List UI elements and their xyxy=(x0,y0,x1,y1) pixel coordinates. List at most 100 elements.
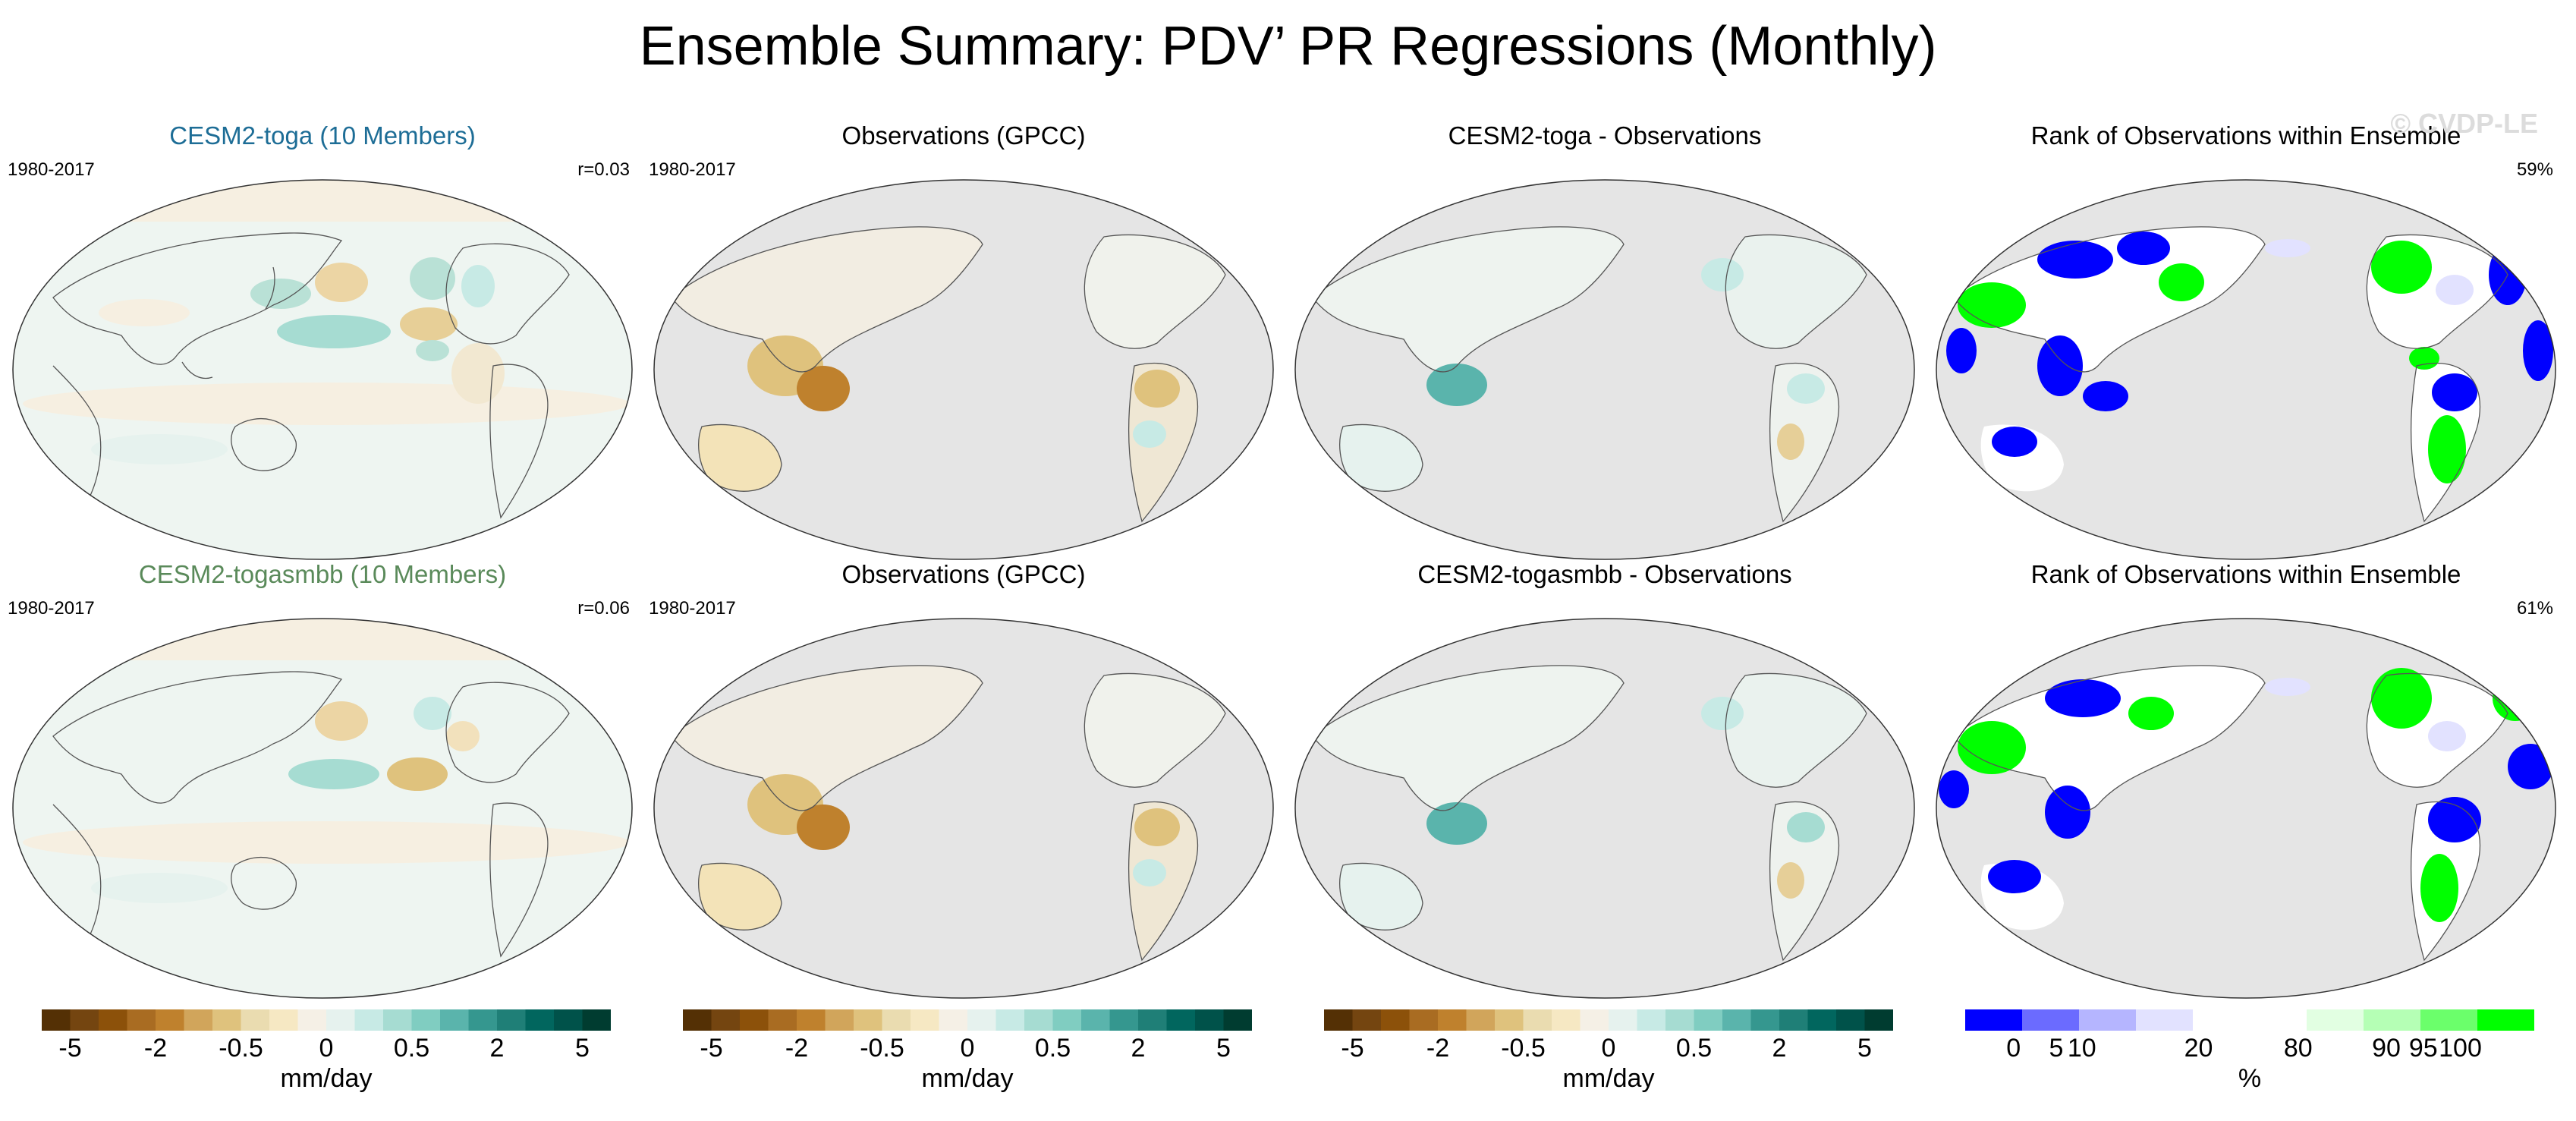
rank-percentage: 59% xyxy=(2516,159,2553,180)
colorbar-tick-label: 0 xyxy=(1601,1034,1616,1063)
colorbar-tick-label: -0.5 xyxy=(860,1034,904,1063)
colorbar-swatch xyxy=(1694,1009,1723,1031)
colorbar-swatch xyxy=(1836,1009,1865,1031)
colorbar-swatch xyxy=(297,1009,327,1031)
map-diff xyxy=(1294,179,1915,560)
panel-title: Rank of Observations within Ensemble xyxy=(2030,560,2461,588)
colorbar-tick-label: 0 xyxy=(319,1034,334,1063)
colorbar-swatch xyxy=(1109,1009,1139,1031)
colorbar-swatch xyxy=(1466,1009,1496,1031)
panel-title: CESM2-toga (10 Members) xyxy=(169,121,476,150)
colorbar-swatch xyxy=(1665,1009,1694,1031)
colorbar-swatch xyxy=(825,1009,854,1031)
colorbar-tick-label: 80 xyxy=(2283,1034,2313,1063)
colorbar-swatch xyxy=(2136,1009,2194,1031)
colorbar-swatch xyxy=(683,1009,712,1031)
colorbar-swatches xyxy=(42,1009,611,1031)
colorbar-swatch xyxy=(740,1009,769,1031)
colorbar-label: mm/day xyxy=(1562,1064,1655,1093)
colorbar-tick-label: 0.5 xyxy=(1034,1034,1071,1063)
colorbar-swatch xyxy=(1166,1009,1196,1031)
map-rank xyxy=(1936,618,2556,999)
colorbar-tick-label: -5 xyxy=(700,1034,723,1063)
colorbar-swatch xyxy=(1864,1009,1893,1031)
colorbar-swatch xyxy=(411,1009,441,1031)
colorbar-tick-label: 5 xyxy=(1216,1034,1231,1063)
figure-title: Ensemble Summary: PDV’ PR Regressions (M… xyxy=(639,16,1937,77)
colorbar-swatch xyxy=(768,1009,797,1031)
colorbar-tick-label: 95 xyxy=(2408,1034,2438,1063)
colorbar-swatch xyxy=(1965,1009,2023,1031)
colorbar-swatch xyxy=(854,1009,882,1031)
map-model xyxy=(12,179,633,560)
colorbar-swatch xyxy=(1138,1009,1167,1031)
panel-title: Observations (GPCC) xyxy=(841,560,1086,588)
colorbar-swatch xyxy=(1637,1009,1666,1031)
map-model xyxy=(12,618,633,999)
colorbar-swatch xyxy=(1722,1009,1751,1031)
colorbar-precip-1: -5 -2 -0.5 0 0.5 2 5 mm/day xyxy=(42,1009,611,1093)
colorbar-swatch xyxy=(2420,1009,2478,1031)
colorbar-swatch xyxy=(156,1009,184,1031)
colorbar-swatch xyxy=(1024,1009,1053,1031)
colorbar-tick-label: 100 xyxy=(2439,1034,2482,1063)
colorbar-label: % xyxy=(2238,1064,2262,1093)
watermark: © CVDP-LE xyxy=(2390,108,2538,139)
colorbar-swatch xyxy=(1052,1009,1082,1031)
colorbar-swatch xyxy=(1580,1009,1609,1031)
colorbar-swatch xyxy=(939,1009,968,1031)
colorbar-swatch xyxy=(882,1009,911,1031)
colorbar-swatch xyxy=(1609,1009,1637,1031)
colorbar-tick-label: 10 xyxy=(2067,1034,2096,1063)
colorbar-swatch xyxy=(212,1009,241,1031)
map-diff xyxy=(1294,618,1915,999)
colorbar-tick-label: -2 xyxy=(1426,1034,1450,1063)
colorbar-swatch xyxy=(269,1009,298,1031)
colorbar-swatch xyxy=(2022,1009,2080,1031)
colorbar-swatch xyxy=(1750,1009,1780,1031)
panel-title: CESM2-togasmbb (10 Members) xyxy=(138,560,507,588)
colorbar-swatch xyxy=(42,1009,71,1031)
map-rank xyxy=(1936,179,2556,560)
colorbar-swatch xyxy=(711,1009,741,1031)
colorbar-swatch xyxy=(1195,1009,1224,1031)
colorbar-swatch xyxy=(2364,1009,2421,1031)
colorbar-tick-label: -2 xyxy=(143,1034,168,1063)
colorbar-swatch xyxy=(1324,1009,1353,1031)
colorbar-swatch xyxy=(2477,1009,2534,1031)
rank-percentage: 61% xyxy=(2516,598,2553,619)
panel-title: CESM2-toga - Observations xyxy=(1448,121,1762,150)
colorbar-swatch xyxy=(497,1009,526,1031)
colorbar-swatches xyxy=(683,1009,1252,1031)
colorbar-swatch xyxy=(99,1009,127,1031)
colorbar-swatch xyxy=(1523,1009,1552,1031)
colorbar-swatch xyxy=(1081,1009,1110,1031)
colorbar-tick-label: 0.5 xyxy=(1675,1034,1713,1063)
colorbar-precip-2: -5 -2 -0.5 0 0.5 2 5 mm/day xyxy=(683,1009,1252,1093)
colorbar-tick-label: 2 xyxy=(1131,1034,1146,1063)
map-obs xyxy=(653,618,1274,999)
colorbar-swatch xyxy=(241,1009,270,1031)
colorbar-rank: 0 5 10 20 80 90 95 100 % xyxy=(1965,1009,2534,1093)
colorbar-tick-label: 0 xyxy=(2006,1034,2021,1063)
colorbar-tick-label: 0.5 xyxy=(393,1034,430,1063)
colorbar-swatch xyxy=(127,1009,156,1031)
period-label: 1980-2017 xyxy=(649,598,736,619)
panel-title: Rank of Observations within Ensemble xyxy=(2030,121,2461,150)
pattern-correlation: r=0.03 xyxy=(577,159,630,180)
colorbar-swatch xyxy=(354,1009,384,1031)
colorbar-swatch xyxy=(1409,1009,1439,1031)
colorbar-label: mm/day xyxy=(921,1064,1014,1093)
colorbar-swatch xyxy=(911,1009,939,1031)
colorbar-swatches xyxy=(1324,1009,1893,1031)
colorbar-tick-label: 2 xyxy=(489,1034,505,1063)
colorbar-swatch xyxy=(1381,1009,1410,1031)
colorbar-swatch xyxy=(797,1009,826,1031)
colorbar-swatch xyxy=(184,1009,213,1031)
colorbar-swatch xyxy=(1438,1009,1467,1031)
colorbar-tick-label: -5 xyxy=(1341,1034,1364,1063)
colorbar-swatch xyxy=(468,1009,498,1031)
pattern-correlation: r=0.06 xyxy=(577,598,630,619)
colorbar-tick-label: 5 xyxy=(2049,1034,2064,1063)
colorbar-swatches xyxy=(1965,1009,2534,1031)
